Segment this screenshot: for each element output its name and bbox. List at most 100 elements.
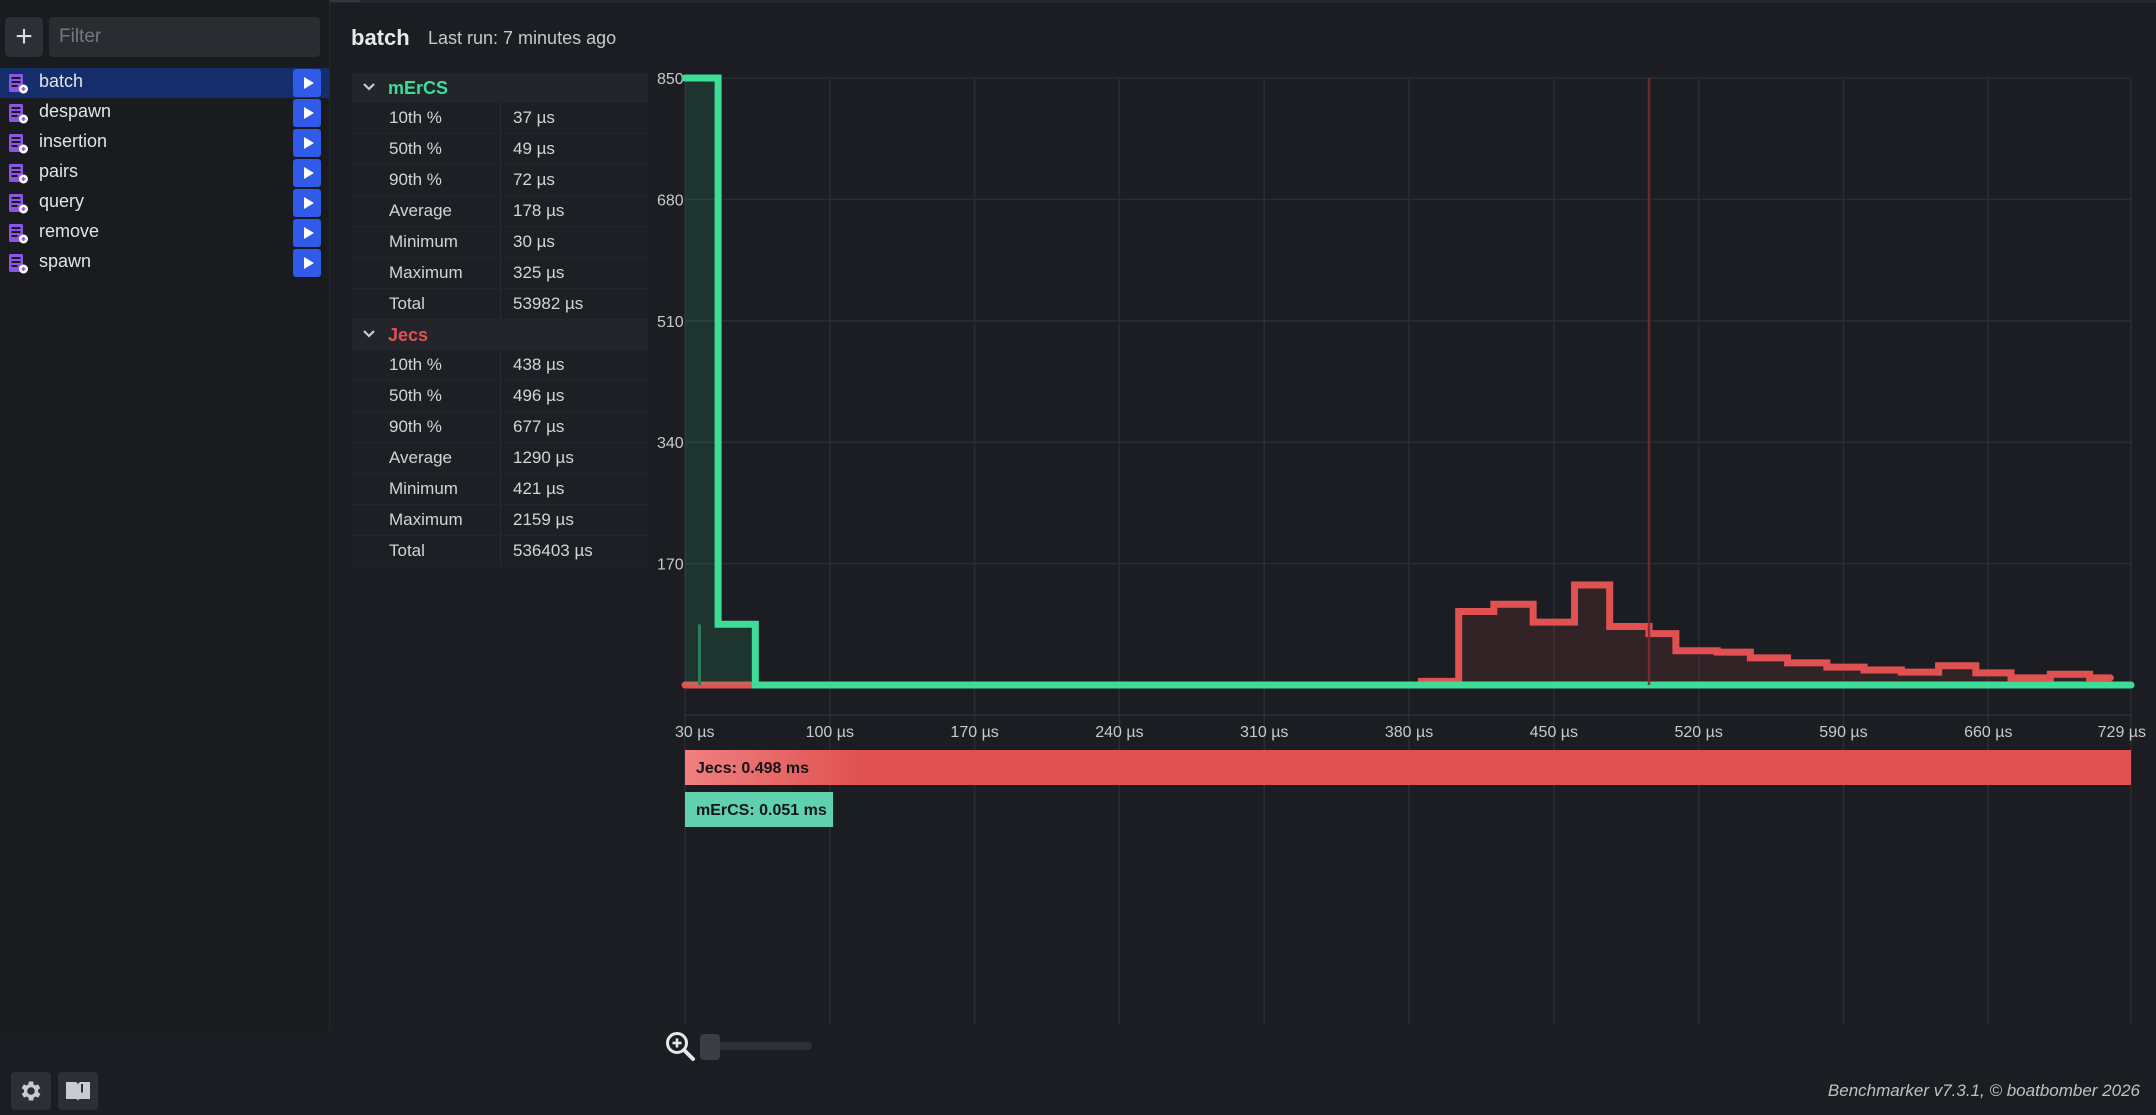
run-benchmark-button[interactable]: [293, 129, 321, 157]
stats-group-name: mErCS: [388, 78, 449, 98]
benchmark-file-icon: [9, 104, 28, 124]
stats-row: 50th % 49 µs: [352, 134, 648, 165]
zoom-in-icon[interactable]: [664, 1030, 696, 1062]
series-line-mErCS: [681, 74, 2135, 689]
stat-value: 421 µs: [513, 479, 565, 498]
run-benchmark-button[interactable]: [293, 249, 321, 277]
stats-row: Maximum 2159 µs: [352, 505, 648, 536]
stats-row: 90th % 677 µs: [352, 412, 648, 443]
benchmark-item-label: pairs: [39, 161, 79, 181]
gear-icon: [21, 1081, 41, 1101]
stats-row: Total 53982 µs: [352, 289, 648, 320]
stat-value: 53982 µs: [513, 294, 584, 313]
zoom-slider-track: [700, 1042, 812, 1050]
stat-label: 10th %: [389, 108, 442, 127]
run-benchmark-button[interactable]: [293, 219, 321, 247]
stats-panel: mErCS 10th % 37 µs 50th % 49 µs 90th % 72 µs Av…: [352, 73, 648, 567]
filter-input[interactable]: [49, 17, 320, 57]
x-tick-label: 30 µs: [675, 724, 714, 741]
stats-row: Average 178 µs: [352, 196, 648, 227]
benchmark-file-icon: [9, 134, 28, 154]
stat-label: Average: [389, 448, 453, 467]
x-tick-label: 240 µs: [1095, 724, 1143, 741]
run-benchmark-button[interactable]: [293, 159, 321, 187]
stat-label: 90th %: [389, 417, 442, 436]
stats-row: 10th % 37 µs: [352, 103, 648, 134]
x-tick-label: 380 µs: [1385, 724, 1433, 741]
stat-label: 50th %: [389, 386, 442, 405]
stat-label: Average: [389, 201, 453, 220]
stats-row: Minimum 421 µs: [352, 474, 648, 505]
stats-row: Total 536403 µs: [352, 536, 648, 567]
stat-value: 37 µs: [513, 108, 555, 127]
stat-value: 2159 µs: [513, 510, 574, 529]
chevron-down-icon[interactable]: [362, 80, 376, 94]
zoom-slider[interactable]: [700, 1034, 812, 1060]
benchmark-item-spawn[interactable]: spawn: [0, 248, 329, 278]
settings-button[interactable]: [11, 1072, 51, 1110]
stats-group-name: Jecs: [388, 325, 429, 345]
stat-label: Minimum: [389, 232, 458, 251]
stat-label: Maximum: [389, 263, 463, 282]
stat-label: 50th %: [389, 139, 442, 158]
stat-value: 30 µs: [513, 232, 555, 251]
histogram-chart: 170 340 510 680 850 30 µs 100 µs 170 µs 240 µs 31…: [657, 71, 2146, 1025]
series-area-mErCS: [685, 78, 2131, 685]
x-tick-label: 170 µs: [950, 724, 998, 741]
run-benchmark-button[interactable]: [293, 69, 321, 97]
sidebar: + batch despawn insertion pairs query remove s…: [0, 0, 330, 1030]
benchmark-file-icon: [9, 164, 28, 184]
stat-label: Maximum: [389, 510, 463, 529]
stat-value: 49 µs: [513, 139, 555, 158]
stat-value: 325 µs: [513, 263, 565, 282]
benchmark-item-label: insertion: [39, 131, 108, 151]
last-run-text: Last run: 7 minutes ago: [428, 28, 617, 48]
benchmark-item-label: remove: [39, 221, 100, 241]
stats-row: Average 1290 µs: [352, 443, 648, 474]
benchmark-item-remove[interactable]: remove: [0, 218, 329, 248]
x-tick-label: 450 µs: [1530, 724, 1578, 741]
benchmark-item-insertion[interactable]: insertion: [0, 128, 329, 158]
stat-label: Total: [389, 541, 425, 560]
benchmark-item-label: batch: [39, 71, 84, 91]
benchmark-file-icon: [9, 74, 28, 94]
stats-group-header[interactable]: Jecs: [352, 320, 648, 350]
benchmark-item-batch[interactable]: batch: [0, 68, 329, 98]
benchmark-item-despawn[interactable]: despawn: [0, 98, 329, 128]
comparison-bar-Jecs: [685, 750, 2131, 785]
version-footer: Benchmarker v7.3.1, © boatbomber 2026: [1827, 1081, 2140, 1100]
benchmark-item-pairs[interactable]: pairs: [0, 158, 329, 188]
stat-value: 72 µs: [513, 170, 555, 189]
stat-value: 496 µs: [513, 386, 565, 405]
stat-label: 10th %: [389, 355, 442, 374]
run-benchmark-button[interactable]: [293, 189, 321, 217]
x-tick-label: 729 µs: [2098, 724, 2146, 741]
y-tick-label: 170: [657, 557, 684, 574]
zoom-slider-thumb[interactable]: [700, 1034, 720, 1060]
benchmark-list: batch despawn insertion pairs query remove spa…: [0, 68, 329, 278]
docs-button[interactable]: [58, 1072, 98, 1110]
benchmark-item-query[interactable]: query: [0, 188, 329, 218]
x-tick-label: 660 µs: [1964, 724, 2012, 741]
comparison-bar-mErCS: [685, 792, 834, 827]
stats-row: 90th % 72 µs: [352, 165, 648, 196]
x-tick-label: 100 µs: [806, 724, 854, 741]
benchmark-item-label: spawn: [39, 251, 92, 271]
page-title: batch: [351, 25, 410, 50]
stats-group-header[interactable]: mErCS: [352, 73, 648, 103]
chevron-down-icon[interactable]: [362, 327, 376, 341]
add-benchmark-button[interactable]: +: [5, 17, 43, 57]
stat-value: 178 µs: [513, 201, 565, 220]
stats-row: 10th % 438 µs: [352, 350, 648, 381]
y-tick-label: 680: [657, 192, 684, 209]
series-line-Jecs: [681, 581, 2114, 689]
run-benchmark-button[interactable]: [293, 99, 321, 127]
stat-label: 90th %: [389, 170, 442, 189]
benchmark-file-icon: [9, 254, 28, 274]
y-tick-label: 340: [657, 435, 684, 452]
book-icon: [66, 1082, 90, 1101]
comparison-bar-label: mErCS: 0.051 ms: [696, 802, 827, 819]
stat-value: 438 µs: [513, 355, 565, 374]
x-tick-label: 520 µs: [1674, 724, 1722, 741]
stat-label: Total: [389, 294, 425, 313]
